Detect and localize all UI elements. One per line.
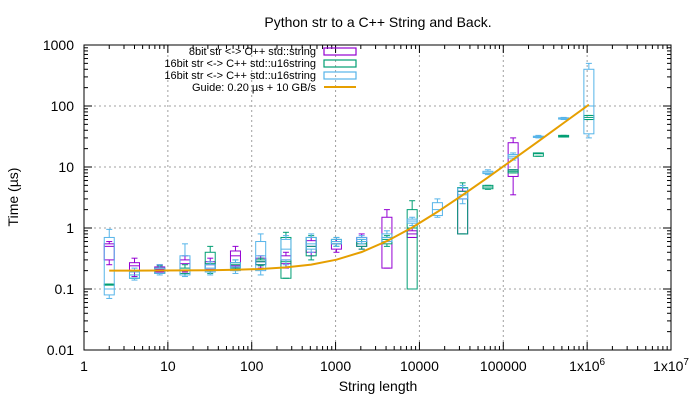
tick-layer: 1 10 100 1000 10000 100000 1x106 1x107 0.01 0.1 1 1…: [43, 37, 690, 374]
y-tick-label: 1000: [43, 37, 74, 53]
box-3: [305, 233, 317, 253]
box-body: [457, 187, 469, 200]
box-2: [482, 184, 494, 190]
box-body: [305, 236, 317, 250]
box-body: [280, 236, 292, 279]
chart-title: Python str to a C++ String and Back.: [264, 14, 491, 30]
legend-swatch-box: [323, 59, 357, 68]
box-1: [128, 257, 140, 278]
box-3: [330, 236, 342, 247]
grid-layer: [84, 45, 671, 350]
box-2: [583, 114, 595, 121]
box-2: [406, 200, 418, 290]
box-3: [356, 235, 368, 245]
x-tick-label: 10000: [400, 358, 439, 374]
x-axis-label: String length: [339, 378, 418, 394]
box-body: [255, 259, 267, 266]
legend-label: 16bit str <-> C++ std::u16string: [164, 58, 316, 70]
legend-swatch-box: [323, 71, 357, 80]
legend-swatch-box: [323, 47, 357, 56]
box-2: [507, 169, 519, 174]
y-axis-label: Time (µs): [5, 168, 21, 227]
box-2: [103, 283, 115, 286]
box-3: [457, 184, 469, 205]
x-tick-label: 100: [240, 358, 264, 374]
box-body: [532, 152, 544, 157]
box-body: [406, 209, 418, 290]
y-tick-label: 10: [58, 159, 74, 175]
plot-frame: [83, 44, 672, 351]
box-body: [229, 250, 241, 267]
box-1: [507, 137, 519, 196]
box-3: [558, 116, 570, 121]
box-3: [280, 235, 292, 266]
guide-line: [109, 103, 590, 272]
x-tick-label: 1x106: [569, 357, 605, 374]
x-tick-label: 100000: [480, 358, 527, 374]
box-2: [532, 152, 544, 157]
box-3: [229, 259, 241, 274]
legend-label: Guide: 0.20 µs + 10 GB/s: [192, 82, 317, 94]
box-3: [204, 261, 216, 276]
y-tick-label: 100: [51, 98, 75, 114]
box-3: [532, 134, 544, 139]
legend-label: 16bit str <-> C++ std::u16string: [164, 70, 316, 82]
data-layer: [103, 62, 595, 299]
x-tick-label: 1: [80, 358, 88, 374]
box-3: [583, 62, 595, 139]
box-1: [103, 241, 115, 266]
y-tick-label: 0.01: [47, 342, 74, 358]
x-tick-label: 10: [160, 358, 176, 374]
box-2: [255, 257, 267, 267]
y-tick-label: 0.1: [55, 281, 75, 297]
box-3: [255, 233, 267, 276]
box-body: [179, 255, 191, 276]
box-3: [482, 169, 494, 176]
y-tick-label: 1: [66, 220, 74, 236]
box-body: [507, 142, 519, 177]
box-2: [558, 134, 570, 138]
legend-label: 8bit str <-> C++ std::string: [189, 46, 316, 58]
box-body: [583, 68, 595, 135]
box-3: [103, 228, 115, 299]
x-tick-label: 1x107: [653, 357, 689, 374]
box-body: [103, 236, 115, 296]
x-tick-label: 1000: [320, 358, 351, 374]
